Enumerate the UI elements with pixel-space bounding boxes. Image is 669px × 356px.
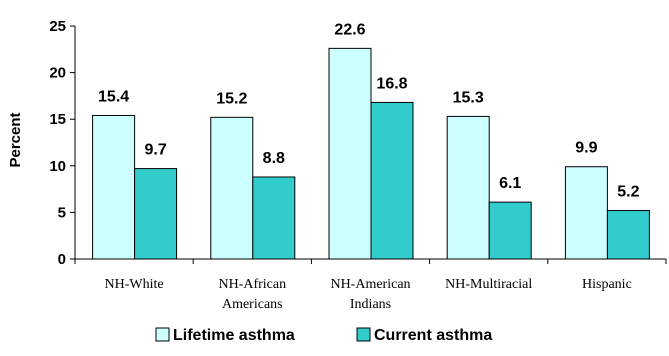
y-tick-labels: 0 5 10 15 20 25 (49, 18, 66, 268)
data-label: 8.8 (263, 150, 285, 167)
data-label: 22.6 (334, 21, 365, 38)
y-tick-label: 15 (49, 111, 66, 128)
data-labels: 15.4 9.7 15.2 8.8 22.6 16.8 15.3 6.1 9.9 5.2 (98, 21, 640, 200)
x-tick-label: Americans (222, 297, 283, 312)
legend-label: Current asthma (374, 327, 492, 344)
data-label: 15.4 (98, 88, 129, 105)
data-label: 9.7 (144, 142, 166, 159)
data-label: 6.1 (499, 175, 521, 192)
x-tick-labels: NH-White NH-African Americans NH-American In… (105, 277, 632, 312)
bar-current (606, 210, 650, 260)
legend-item-lifetime: Lifetime asthma (155, 327, 295, 344)
legend-swatch (155, 327, 170, 342)
x-tick-label: Hispanic (582, 277, 632, 292)
y-tick-label: 5 (58, 204, 66, 221)
data-label: 9.9 (575, 140, 597, 157)
bar-current (370, 101, 414, 260)
bar-lifetime (446, 115, 490, 260)
bar-lifetime (210, 116, 254, 260)
bar-lifetime (328, 47, 372, 260)
x-tick-label: NH-White (105, 277, 164, 292)
bar-lifetime (92, 114, 136, 260)
y-tick-label: 10 (49, 158, 66, 175)
y-tick-label: 0 (58, 251, 66, 268)
bar-lifetime (564, 166, 608, 260)
legend-swatch (356, 327, 371, 342)
y-tick-label: 25 (49, 18, 66, 35)
x-tick-label: Indians (350, 297, 391, 312)
bar-current (488, 201, 532, 260)
bars (92, 47, 650, 260)
legend: Lifetime asthma Current asthma (155, 327, 492, 344)
y-axis-label: Percent (7, 112, 24, 167)
bar-current (252, 176, 296, 260)
legend-label: Lifetime asthma (173, 327, 295, 344)
legend-item-current: Current asthma (356, 327, 492, 344)
data-label: 5.2 (617, 184, 639, 201)
data-label: 15.3 (453, 89, 484, 106)
x-tick-label: NH-Multiracial (445, 277, 532, 292)
data-label: 16.8 (376, 75, 407, 92)
x-tick-label: NH-African (218, 277, 286, 292)
y-tick-label: 20 (49, 65, 66, 82)
data-label: 15.2 (216, 90, 247, 107)
x-tick-label: NH-American (330, 277, 410, 292)
bar-current (134, 168, 178, 260)
